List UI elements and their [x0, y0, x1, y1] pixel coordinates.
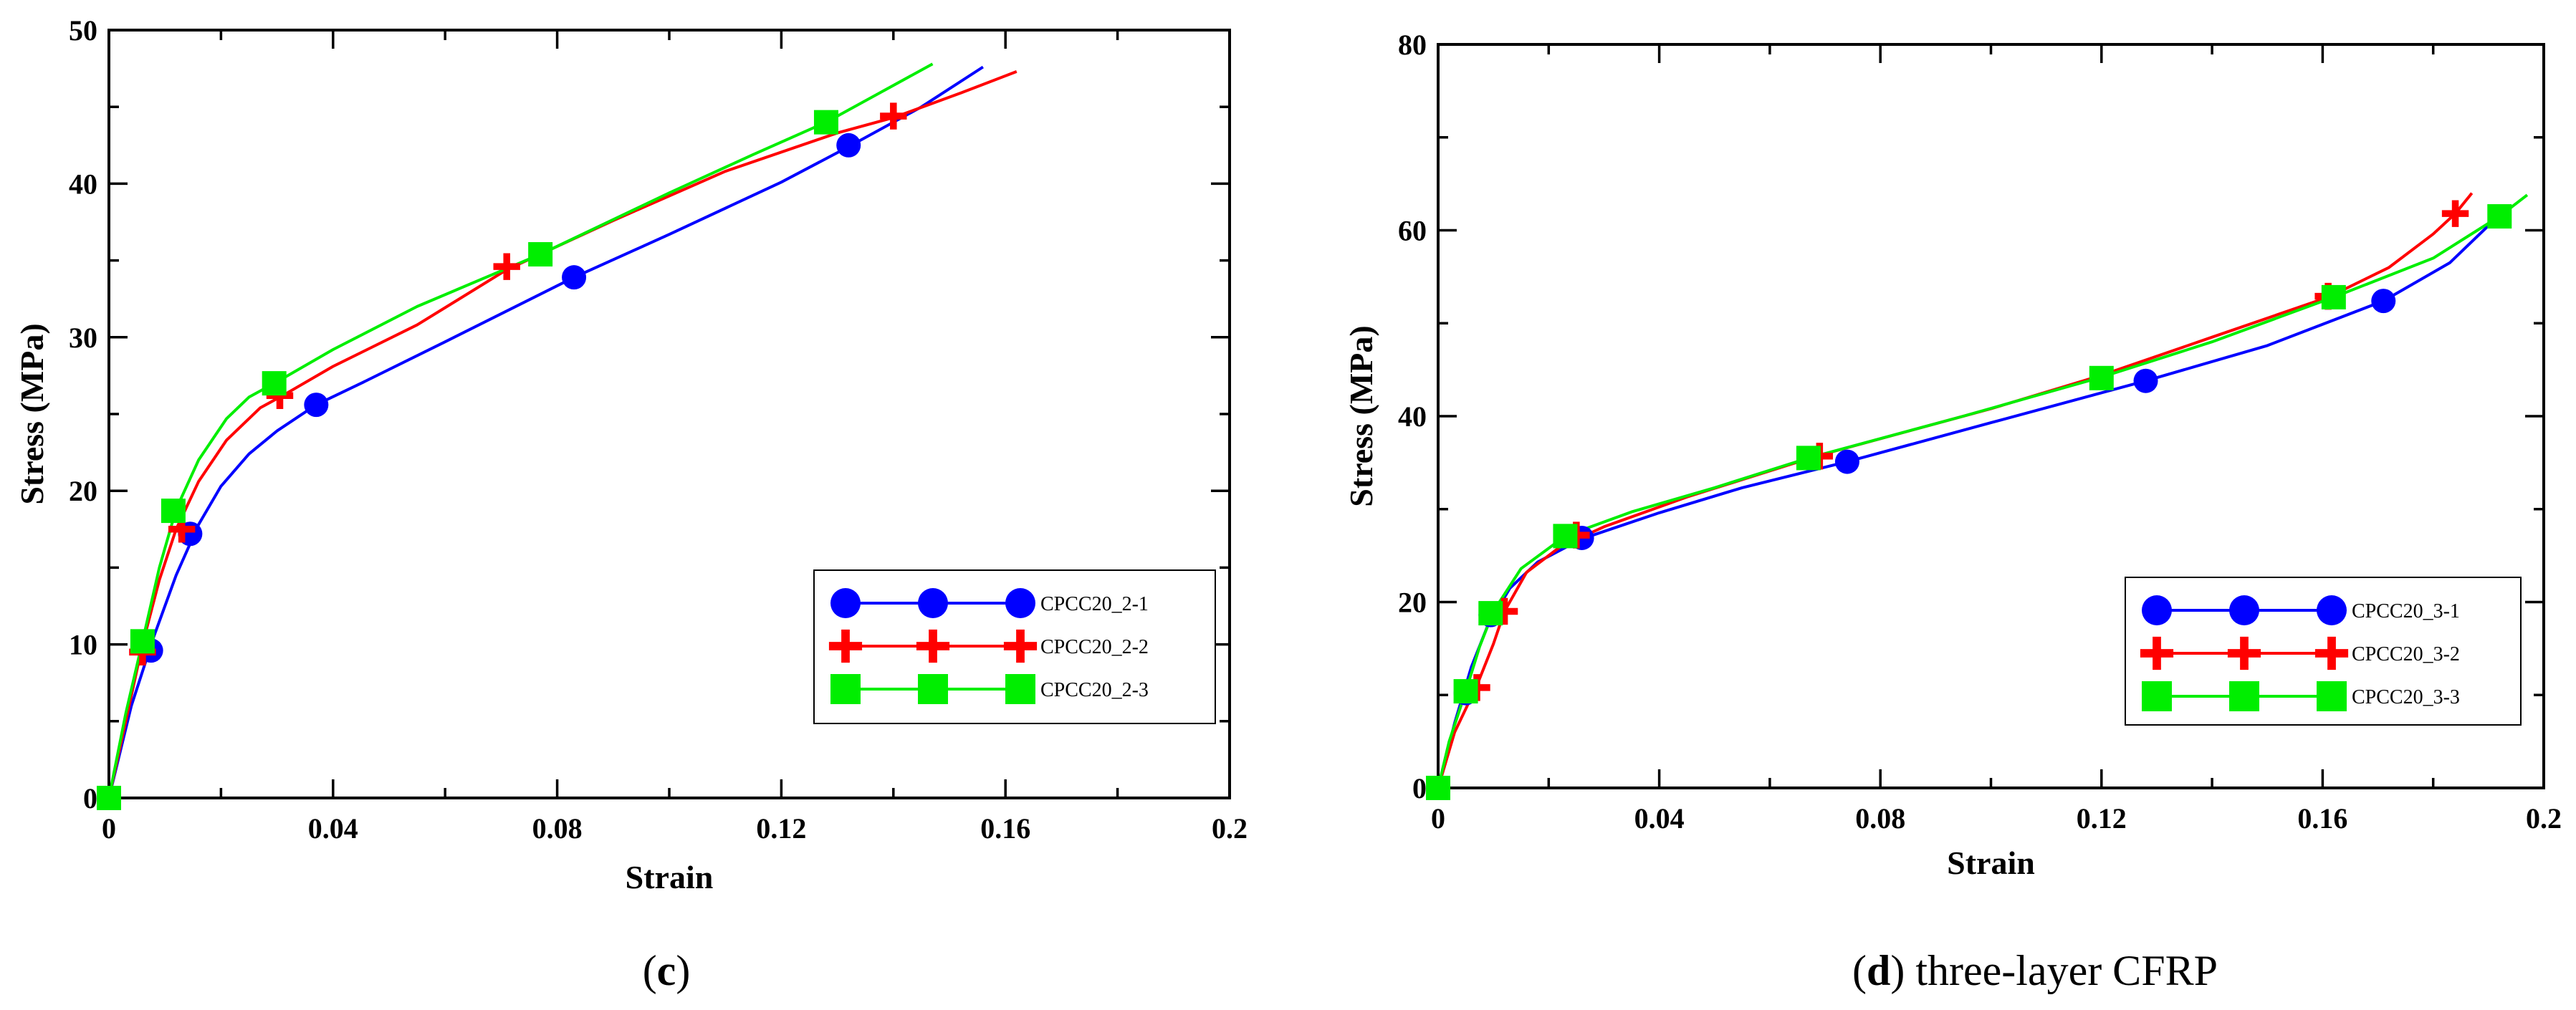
data-point-cpcc20_3-3: [2089, 365, 2114, 390]
x-tick-label: 0: [1431, 802, 1445, 835]
data-point-cpcc20_3-1: [2133, 368, 2158, 393]
legend-marker-cpcc20_2-2: [828, 629, 863, 663]
panel-caption: (c): [643, 947, 691, 994]
x-axis-title: Strain: [1947, 845, 2035, 881]
y-tick-label: 30: [69, 322, 97, 354]
caption-open-paren: (: [1852, 947, 1867, 994]
data-point-cpcc20_2-2: [168, 516, 196, 543]
data-point-cpcc20_2-1: [836, 133, 861, 158]
x-tick-label: 0.12: [756, 812, 806, 845]
legend-marker-cpcc20_2-3: [1005, 674, 1035, 704]
legend-marker-cpcc20_3-2: [2140, 636, 2174, 670]
panel-caption: (d) three-layer CFRP: [1852, 947, 2218, 994]
y-tick-label: 0: [1412, 772, 1427, 804]
data-point-cpcc20_2-1: [562, 265, 587, 290]
data-point-cpcc20_2-3: [97, 786, 121, 810]
data-point-cpcc20_3-2: [1490, 597, 1518, 625]
y-tick-label: 40: [69, 168, 97, 200]
y-axis-title: Stress (MPa): [1343, 325, 1379, 506]
data-point-cpcc20_3-3: [1796, 446, 1821, 471]
series-line-cpcc20_3-3: [1437, 193, 2529, 789]
legend-marker-cpcc20_2-2: [1003, 629, 1038, 663]
x-tick-label: 0.2: [1212, 812, 1248, 845]
legend-label: CPCC20_2-1: [1040, 593, 1149, 615]
data-point-cpcc20_2-3: [528, 242, 553, 267]
legend-marker-cpcc20_2-1: [830, 588, 861, 618]
y-tick-label: 40: [1398, 400, 1427, 433]
legend-marker-cpcc20_3-3: [2317, 681, 2347, 711]
x-tick-label: 0.04: [308, 812, 358, 845]
y-axis-title: Stress (MPa): [14, 323, 50, 504]
x-tick-label: 0.2: [2526, 802, 2562, 835]
series-line-cpcc20_2-2: [107, 70, 1018, 799]
caption-letter: c: [657, 947, 676, 994]
legend-marker-cpcc20_3-3: [2229, 681, 2259, 711]
legend-label: CPCC20_3-3: [2352, 686, 2460, 708]
legend-marker-cpcc20_2-2: [916, 629, 950, 663]
x-tick-label: 0.04: [1634, 802, 1685, 835]
data-point-cpcc20_3-3: [1478, 601, 1503, 626]
data-point-cpcc20_3-3: [2487, 204, 2512, 229]
data-point-cpcc20_2-2: [493, 253, 520, 280]
data-point-cpcc20_2-3: [161, 499, 186, 524]
legend-marker-cpcc20_3-1: [2317, 595, 2347, 625]
x-tick-label: 0: [102, 812, 116, 845]
chart-panel-c: 0 0.04 0.08 0.12 0.16 0.2 0 10 20 30 40 50 Strain Str…: [14, 14, 1248, 994]
y-tick-label: 20: [69, 475, 97, 507]
x-tick-label: 0.08: [532, 812, 583, 845]
data-point-cpcc20_3-3: [1553, 524, 1578, 549]
data-point-cpcc20_2-3: [262, 371, 287, 396]
x-tick-label: 0.16: [980, 812, 1030, 845]
y-tick-label: 50: [69, 14, 97, 47]
legend-label: CPCC20_3-2: [2352, 643, 2460, 665]
data-point-cpcc20_2-2: [880, 102, 907, 130]
caption-close-paren: ): [1890, 947, 1905, 994]
data-point-cpcc20_3-2: [2441, 200, 2469, 227]
legend: CPCC20_2-1 CPCC20_2-2 CPCC20_2-3: [813, 569, 1216, 724]
data-point-cpcc20_3-1: [2371, 289, 2396, 314]
legend-marker-cpcc20_2-1: [918, 588, 948, 618]
data-point-cpcc20_3-1: [1834, 449, 1859, 474]
chart-panel-d: 0 0.04 0.08 0.12 0.16 0.2 0 20 40 60 80 Strain Stres…: [1343, 29, 2562, 994]
data-point-cpcc20_3-3: [1453, 679, 1478, 704]
legend-marker-cpcc20_2-3: [918, 674, 948, 704]
y-tick-label: 20: [1398, 587, 1427, 619]
legend-marker-cpcc20_3-3: [2142, 681, 2172, 711]
legend-marker-cpcc20_3-1: [2142, 595, 2172, 625]
legend-marker-cpcc20_3-2: [2314, 636, 2349, 670]
y-tick-label: 0: [83, 782, 97, 814]
data-point-cpcc20_3-3: [1426, 776, 1450, 800]
x-tick-label: 0.08: [1855, 802, 1905, 835]
series-line-cpcc20_2-3: [107, 62, 934, 799]
legend-label: CPCC20_2-2: [1040, 636, 1149, 658]
x-axis-title: Strain: [626, 859, 714, 895]
x-tick-label: 0.16: [2297, 802, 2347, 835]
y-tick-label: 80: [1398, 29, 1427, 61]
data-point-cpcc20_2-1: [304, 393, 329, 418]
data-point-cpcc20_3-3: [2321, 284, 2346, 309]
caption-close-paren: ): [676, 947, 690, 994]
y-tick-label: 10: [69, 629, 97, 661]
caption-text: three-layer CFRP: [1905, 947, 2218, 994]
y-tick-label: 60: [1398, 215, 1427, 247]
legend-marker-cpcc20_3-1: [2229, 595, 2259, 625]
caption-letter: d: [1867, 947, 1890, 994]
legend-label: CPCC20_2-3: [1040, 679, 1149, 701]
data-point-cpcc20_2-3: [130, 629, 155, 654]
data-point-cpcc20_2-2: [266, 382, 294, 409]
legend-marker-cpcc20_2-1: [1005, 588, 1035, 618]
caption-open-paren: (: [643, 947, 657, 994]
legend-label: CPCC20_3-1: [2352, 600, 2460, 622]
legend-marker-cpcc20_2-3: [830, 674, 861, 704]
legend-marker-cpcc20_3-2: [2227, 636, 2261, 670]
legend: CPCC20_3-1 CPCC20_3-2 CPCC20_3-3: [2125, 577, 2522, 726]
x-tick-label: 0.12: [2077, 802, 2127, 835]
data-point-cpcc20_2-3: [813, 110, 838, 135]
